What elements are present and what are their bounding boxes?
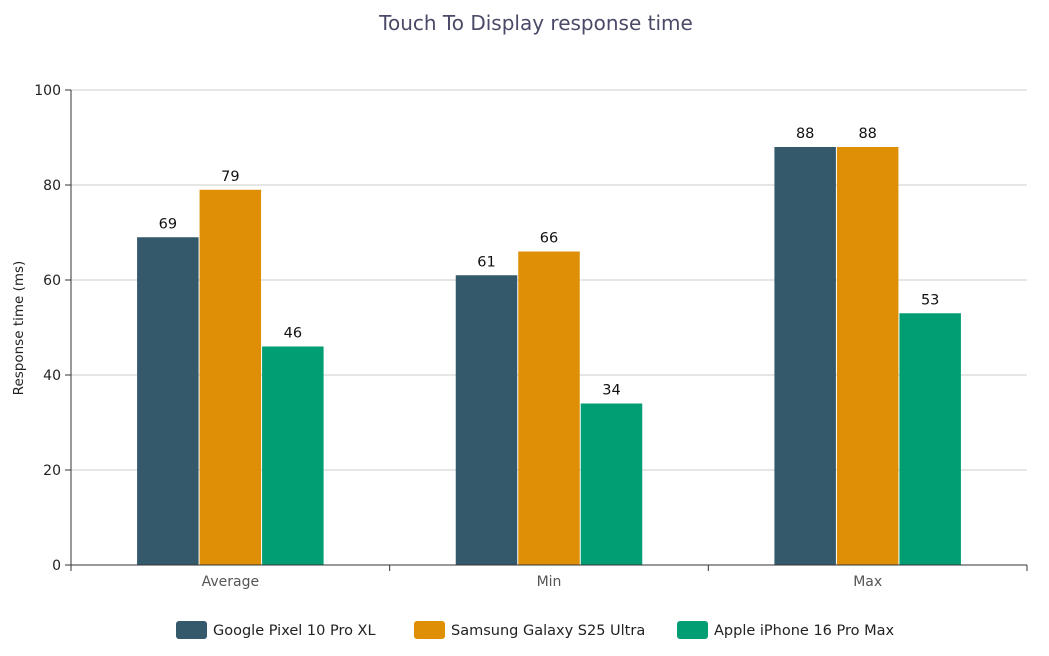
legend-label: Apple iPhone 16 Pro Max	[714, 623, 895, 639]
x-tick-label: Average	[202, 574, 260, 590]
bar	[580, 403, 643, 565]
bar	[774, 147, 836, 565]
data-labels: 69 79 46 61 66 34 88 88 53	[159, 126, 940, 399]
data-label: 88	[796, 126, 814, 142]
data-label: 46	[284, 326, 302, 342]
legend-swatch	[176, 621, 207, 639]
legend-label: Google Pixel 10 Pro XL	[213, 623, 376, 639]
y-tick-label: 100	[34, 83, 61, 99]
data-label: 53	[921, 292, 939, 308]
legend-swatch	[677, 621, 708, 639]
y-tick-label: 40	[43, 368, 61, 384]
bar	[455, 275, 518, 565]
axes: 0 20 40 60 80 100 Average Min Max	[34, 83, 1028, 590]
bars	[137, 147, 961, 565]
bar	[836, 147, 899, 565]
bar	[899, 313, 961, 565]
bar	[137, 237, 199, 565]
y-tick-label: 60	[43, 273, 61, 289]
x-tick-label: Min	[537, 574, 562, 590]
y-tick-label: 20	[43, 463, 61, 479]
data-label: 34	[602, 383, 620, 399]
x-tick-label: Max	[853, 574, 882, 590]
bar	[262, 346, 324, 565]
bar	[518, 251, 580, 565]
data-label: 69	[159, 216, 177, 232]
legend: Google Pixel 10 Pro XL Samsung Galaxy S25…	[176, 621, 895, 639]
data-label: 66	[540, 231, 558, 247]
y-tick-label: 80	[43, 178, 61, 194]
data-label: 79	[221, 169, 239, 185]
legend-swatch	[414, 621, 445, 639]
data-label: 88	[858, 126, 876, 142]
legend-label: Samsung Galaxy S25 Ultra	[451, 623, 645, 639]
y-tick-label: 0	[52, 558, 61, 574]
bar	[199, 189, 262, 565]
data-label: 61	[477, 254, 495, 270]
y-axis-title: Response time (ms)	[11, 261, 27, 396]
chart-title: Touch To Display response time	[378, 11, 693, 35]
